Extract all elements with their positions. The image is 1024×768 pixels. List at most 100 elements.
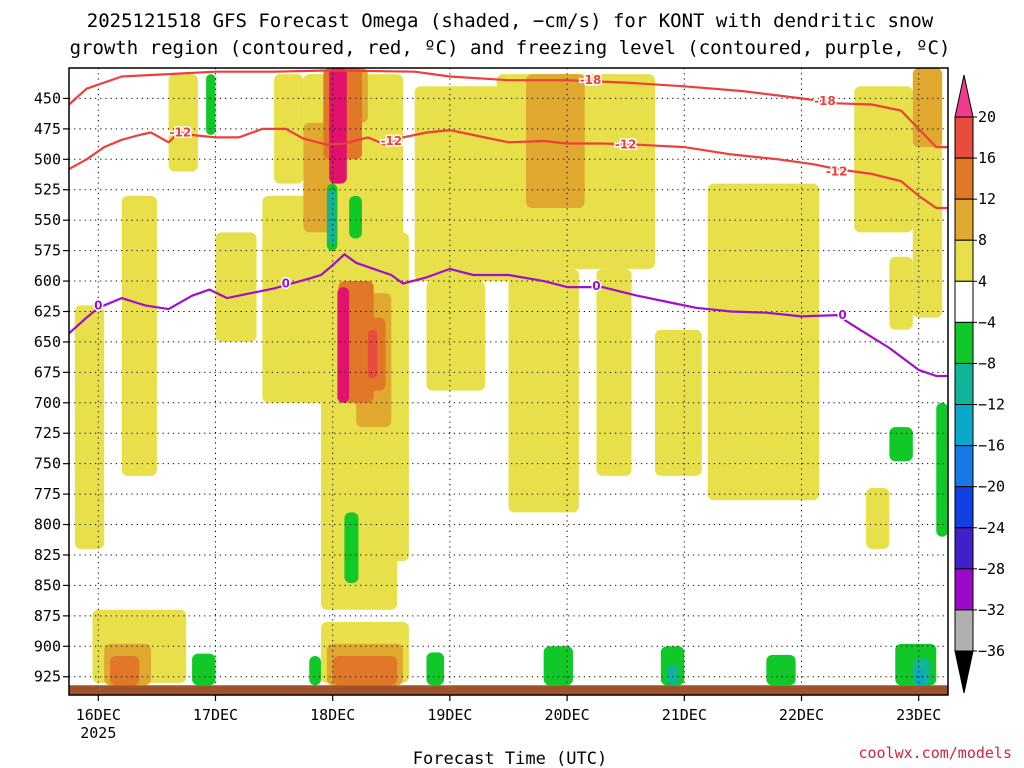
omega-region-lightorange bbox=[912, 68, 943, 148]
omega-region-green bbox=[344, 512, 359, 583]
x-tick-label: 16DEC bbox=[76, 706, 121, 724]
omega-region-yellow bbox=[121, 195, 157, 476]
omega-region-yellow bbox=[889, 256, 913, 330]
omega-region-yellow bbox=[274, 74, 304, 184]
omega-region-green bbox=[766, 654, 796, 686]
x-tick-label: 19DEC bbox=[427, 706, 472, 724]
contour-label-dgz_-18: -18 bbox=[580, 73, 602, 87]
y-tick-label: 900 bbox=[34, 637, 61, 655]
colorbar-bin bbox=[954, 157, 974, 200]
y-tick-label: 750 bbox=[34, 455, 61, 473]
omega-region-green bbox=[206, 74, 216, 135]
chart-title-line2: growth region (contoured, red, ºC) and f… bbox=[70, 37, 951, 59]
colorbar-bin bbox=[954, 362, 974, 406]
colorbar-label: −20 bbox=[978, 478, 1005, 496]
y-tick-label: 775 bbox=[34, 485, 61, 503]
colorbar-bin bbox=[954, 568, 974, 611]
contour-label-freezing_0: 0 bbox=[592, 279, 600, 293]
omega-region-yellow bbox=[168, 74, 198, 172]
omega-region-yellow bbox=[215, 232, 257, 342]
colorbar-bin bbox=[954, 445, 974, 488]
colorbar-bin bbox=[954, 280, 974, 323]
omega-region-yellow bbox=[865, 488, 890, 549]
colorbar-bottom-arrow bbox=[954, 650, 974, 694]
contour-freezing_0 bbox=[69, 253, 948, 378]
chart-title-line1: 2025121518 GFS Forecast Omega (shaded, −… bbox=[87, 10, 934, 32]
omega-region-green bbox=[936, 402, 948, 537]
colorbar-bin bbox=[954, 239, 974, 282]
omega-region-yellow bbox=[596, 268, 632, 476]
omega-region-yellow bbox=[707, 183, 820, 501]
omega-region-yellow bbox=[74, 305, 105, 549]
contour-label-freezing_0: 0 bbox=[838, 308, 846, 322]
y-tick-label: 850 bbox=[34, 576, 61, 594]
credit-text: coolwx.com/models bbox=[858, 744, 1012, 762]
omega-region-green bbox=[543, 646, 573, 686]
omega-region-yellow bbox=[508, 268, 579, 513]
ground-bar bbox=[69, 685, 948, 695]
omega-region-red bbox=[367, 329, 378, 379]
y-tick-label: 800 bbox=[34, 516, 61, 534]
omega-region-yellow bbox=[854, 86, 913, 233]
omega-region-green bbox=[192, 653, 216, 686]
colorbar: 20 16 12 8 4 −4 −8 −12 −16 −20 −24 −28 −32 −36 bbox=[954, 74, 1005, 694]
y-tick-label: 875 bbox=[34, 607, 61, 625]
omega-shading bbox=[74, 68, 948, 686]
contour-label-freezing_0: 0 bbox=[282, 276, 290, 290]
colorbar-bin bbox=[954, 486, 974, 529]
colorbar-label: −16 bbox=[978, 437, 1005, 455]
x-axis-label: Forecast Time (UTC) bbox=[413, 749, 607, 768]
colorbar-label: −28 bbox=[978, 560, 1005, 578]
y-axis-pressure: 450 475 500 525 550 575 600 625 650 675 700 725 750 7… bbox=[34, 89, 69, 686]
contour-label-dgz_-12: -12 bbox=[826, 164, 848, 178]
omega-region-green bbox=[426, 652, 445, 686]
x-tick-label: 17DEC bbox=[193, 706, 238, 724]
colorbar-label: 16 bbox=[978, 149, 996, 167]
contour-label-dgz_-18: -18 bbox=[814, 94, 836, 108]
omega-region-green bbox=[349, 195, 362, 239]
y-tick-label: 575 bbox=[34, 242, 61, 260]
colorbar-label: −4 bbox=[978, 313, 996, 331]
x-tick-label: 18DEC bbox=[310, 706, 355, 724]
omega-region-teal bbox=[666, 664, 679, 686]
omega-region-magenta bbox=[337, 287, 350, 403]
omega-region-cyan bbox=[915, 668, 925, 686]
omega-region-green bbox=[309, 656, 321, 686]
plot-frame bbox=[68, 67, 949, 696]
contour-label-dgz_-12: -12 bbox=[615, 138, 637, 152]
x-tick-label: 23DEC bbox=[896, 706, 941, 724]
colorbar-top-arrow bbox=[954, 74, 974, 118]
colorbar-label: −32 bbox=[978, 601, 1005, 619]
contour-label-dgz_-12: -12 bbox=[380, 134, 402, 148]
colorbar-label: −36 bbox=[978, 642, 1005, 660]
colorbar-label: −8 bbox=[978, 354, 996, 372]
colorbar-label: 20 bbox=[978, 108, 996, 126]
colorbar-bin bbox=[954, 527, 974, 570]
colorbar-bin bbox=[954, 321, 974, 364]
colorbar-bin bbox=[954, 116, 974, 159]
y-tick-label: 675 bbox=[34, 363, 61, 381]
x-tick-label: 20DEC bbox=[545, 706, 590, 724]
colorbar-bin bbox=[954, 198, 974, 241]
colorbar-label: 4 bbox=[978, 272, 987, 290]
omega-region-orange bbox=[110, 656, 140, 686]
grid-dots bbox=[69, 68, 948, 695]
y-tick-label: 500 bbox=[34, 150, 61, 168]
x-tick-sublabel: 2025 bbox=[80, 724, 116, 742]
y-tick-label: 725 bbox=[34, 424, 61, 442]
y-tick-label: 700 bbox=[34, 394, 61, 412]
omega-region-orange bbox=[332, 656, 398, 686]
omega-region-lightorange bbox=[526, 74, 585, 209]
omega-region-yellow bbox=[414, 86, 521, 282]
colorbar-label: 8 bbox=[978, 231, 987, 249]
contour-label-dgz_-12: -12 bbox=[169, 126, 191, 140]
temperature-contours: -18 -18 -12 -12 -12 -12 0 0 0 0 bbox=[69, 69, 948, 378]
y-tick-label: 650 bbox=[34, 333, 61, 351]
y-tick-label: 525 bbox=[34, 181, 61, 199]
x-tick-label: 22DEC bbox=[779, 706, 824, 724]
contour-dgz_-12 bbox=[69, 127, 948, 210]
omega-region-magenta bbox=[329, 68, 347, 184]
y-tick-label: 925 bbox=[34, 668, 61, 686]
